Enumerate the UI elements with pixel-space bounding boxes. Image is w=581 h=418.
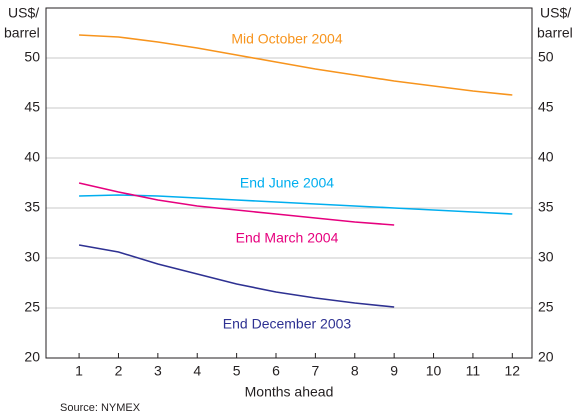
x-tick-label: 3 [154,363,162,379]
x-tick-label: 1 [75,363,83,379]
series-line [78,244,395,308]
series-label: End December 2003 [223,316,352,332]
y-tick-label: 45 [24,99,40,115]
y2-unit: barrel [537,25,573,41]
series-line [79,194,513,215]
x-tick-label: 12 [505,363,521,379]
x-tick-label: 6 [272,363,280,379]
source: Source: NYMEX [60,402,141,414]
x-tick-label: 10 [426,363,442,379]
y-tick-label: 50 [24,49,40,65]
y2-tick-label: 40 [538,149,554,165]
x-tick-label: 11 [466,363,481,379]
y2-tick-label: 50 [538,49,554,65]
y-tick-label: 20 [24,349,40,365]
y2-tick-label: 25 [538,299,554,315]
series-line [79,34,513,96]
x-axis-label: Months ahead [245,384,334,400]
y-tick-label: 40 [24,149,40,165]
x-tick-label: 2 [115,363,123,379]
y-unit: US$/ [8,5,39,21]
y-tick-label: 35 [24,199,40,215]
series-label: Mid October 2004 [231,31,342,47]
y2-tick-label: 30 [538,249,554,265]
y2-tick-label: 20 [538,349,554,365]
series-label: End March 2004 [236,230,339,246]
x-tick-label: 7 [311,363,319,379]
series-label: End June 2004 [240,175,334,191]
series-line [78,182,395,226]
x-tick-label: 4 [193,363,201,379]
y-tick-label: 30 [24,249,40,265]
y2-tick-label: 35 [538,199,554,215]
x-tick-label: 9 [390,363,398,379]
x-tick-label: 5 [233,363,241,379]
x-tick-label: 8 [351,363,359,379]
y2-tick-label: 45 [538,99,554,115]
y-tick-label: 25 [24,299,40,315]
plot-frame [45,7,533,359]
y-unit: barrel [4,25,40,41]
y2-unit: US$/ [540,5,571,21]
